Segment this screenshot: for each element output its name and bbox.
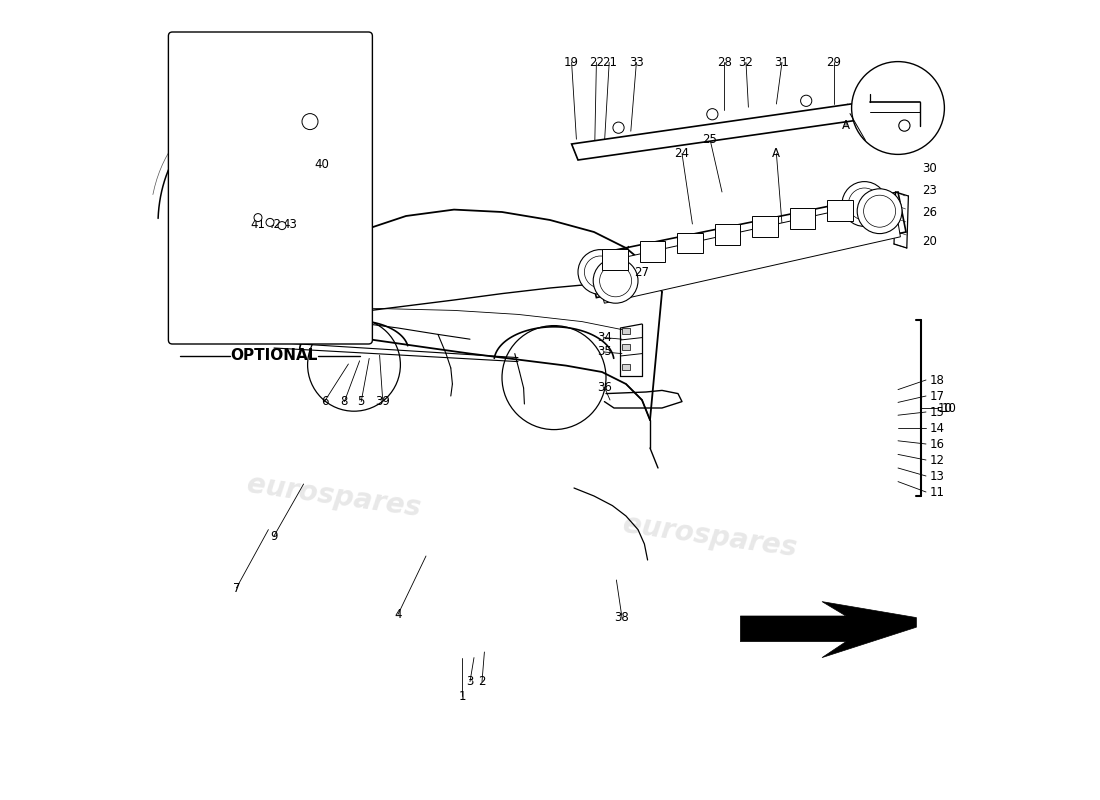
Text: OPTIONAL: OPTIONAL <box>230 349 318 363</box>
Text: 23: 23 <box>923 184 937 197</box>
Text: 8: 8 <box>341 395 348 408</box>
Text: 10: 10 <box>942 402 957 414</box>
Circle shape <box>302 114 318 130</box>
Text: 2: 2 <box>478 675 486 688</box>
FancyBboxPatch shape <box>640 241 666 262</box>
Text: 25: 25 <box>703 133 717 146</box>
Bar <box>621 364 630 370</box>
Text: 11: 11 <box>930 486 945 498</box>
Circle shape <box>600 265 631 297</box>
Polygon shape <box>594 198 901 303</box>
Text: 7: 7 <box>233 582 240 594</box>
Circle shape <box>848 188 880 220</box>
Text: 38: 38 <box>615 611 629 624</box>
Text: eurospares: eurospares <box>621 510 799 562</box>
Text: 20: 20 <box>923 235 937 248</box>
Text: 13: 13 <box>930 470 945 482</box>
Text: 26: 26 <box>923 206 937 218</box>
Text: 12: 12 <box>930 454 945 466</box>
Text: A: A <box>842 119 850 132</box>
Text: 22: 22 <box>588 56 604 69</box>
Text: 1: 1 <box>459 690 465 702</box>
Circle shape <box>707 109 718 120</box>
Circle shape <box>584 256 616 288</box>
Circle shape <box>801 95 812 106</box>
FancyBboxPatch shape <box>790 208 815 229</box>
Text: eurospares: eurospares <box>245 470 422 522</box>
Circle shape <box>842 182 887 226</box>
Circle shape <box>266 218 274 226</box>
Text: 17: 17 <box>930 390 945 402</box>
Bar <box>621 344 630 350</box>
Text: 35: 35 <box>597 346 612 358</box>
Text: 36: 36 <box>597 381 612 394</box>
Text: 16: 16 <box>930 438 945 450</box>
Circle shape <box>254 214 262 222</box>
Text: 14: 14 <box>930 422 945 434</box>
Circle shape <box>857 189 902 234</box>
Polygon shape <box>572 99 892 160</box>
Text: 31: 31 <box>774 56 790 69</box>
Text: 6: 6 <box>321 395 328 408</box>
Bar <box>621 328 630 334</box>
Circle shape <box>899 120 910 131</box>
Circle shape <box>593 258 638 303</box>
Text: 4: 4 <box>394 608 402 621</box>
Text: 21: 21 <box>602 56 617 69</box>
FancyBboxPatch shape <box>827 200 853 221</box>
Text: 29: 29 <box>826 56 842 69</box>
Text: 32: 32 <box>738 56 754 69</box>
FancyBboxPatch shape <box>678 233 703 254</box>
Text: 40: 40 <box>315 158 329 170</box>
Text: 24: 24 <box>674 147 690 160</box>
Circle shape <box>278 222 286 230</box>
Polygon shape <box>208 285 216 291</box>
Text: 19: 19 <box>564 56 579 69</box>
Text: A: A <box>772 147 780 160</box>
Text: 34: 34 <box>597 331 612 344</box>
FancyBboxPatch shape <box>168 32 373 344</box>
Text: 37: 37 <box>923 122 937 134</box>
Circle shape <box>613 122 624 134</box>
Text: 42: 42 <box>266 218 282 230</box>
Circle shape <box>864 195 895 227</box>
Text: 33: 33 <box>629 56 644 69</box>
Text: 15: 15 <box>930 406 945 418</box>
Circle shape <box>578 250 623 294</box>
Polygon shape <box>740 602 916 658</box>
Text: 41: 41 <box>251 218 265 230</box>
Text: 27: 27 <box>635 266 649 278</box>
FancyBboxPatch shape <box>602 249 628 270</box>
FancyBboxPatch shape <box>752 216 778 237</box>
Text: 10: 10 <box>938 402 953 414</box>
Text: 43: 43 <box>283 218 297 230</box>
Text: 39: 39 <box>375 395 390 408</box>
Text: 30: 30 <box>923 162 937 174</box>
Text: 28: 28 <box>717 56 732 69</box>
Text: 5: 5 <box>358 395 365 408</box>
Text: 9: 9 <box>271 530 277 542</box>
Circle shape <box>851 62 945 154</box>
Text: 3: 3 <box>466 675 474 688</box>
Text: 18: 18 <box>930 374 945 386</box>
FancyBboxPatch shape <box>715 225 740 246</box>
